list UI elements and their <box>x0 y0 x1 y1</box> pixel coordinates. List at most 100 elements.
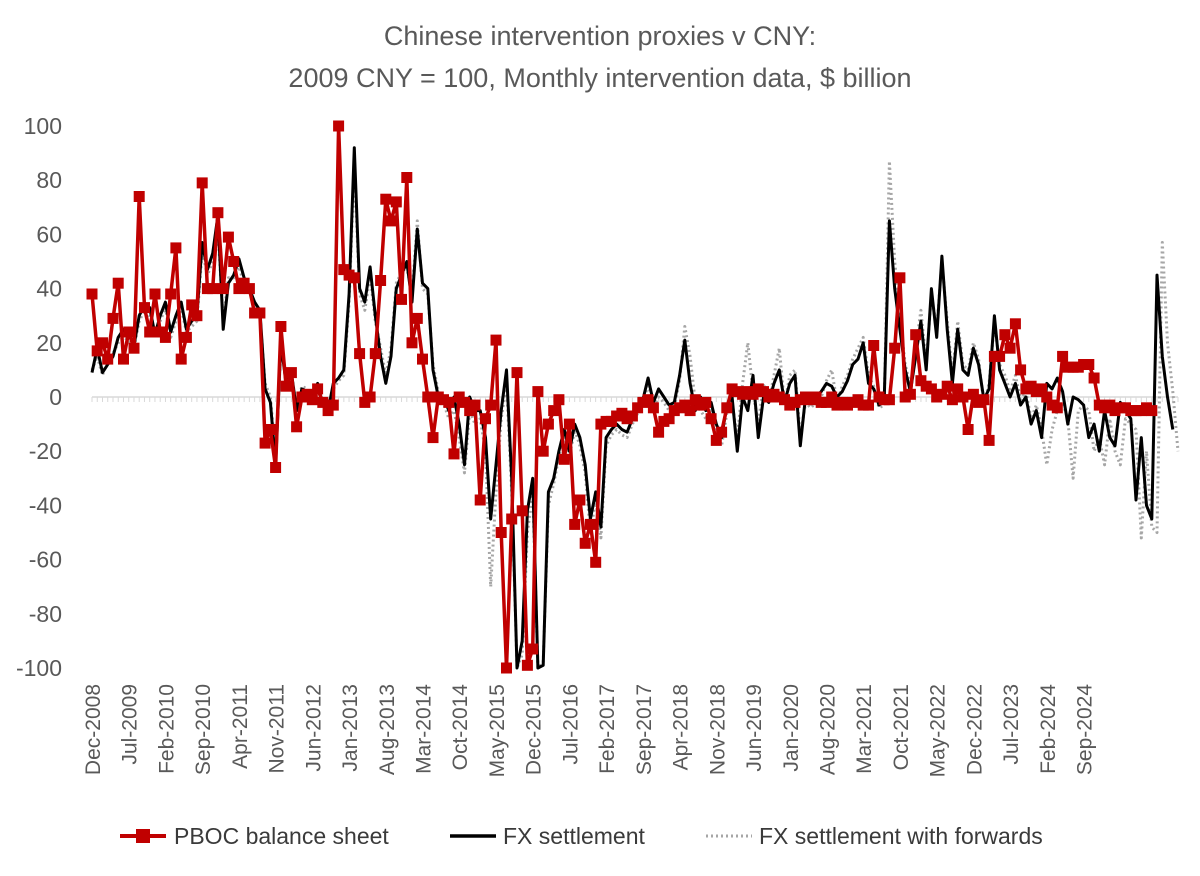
pboc-point <box>102 353 114 365</box>
pboc-point <box>406 337 418 349</box>
pboc-point <box>983 434 995 446</box>
pboc-point <box>327 399 339 411</box>
pboc-point <box>222 231 234 243</box>
pboc-point <box>86 288 98 300</box>
pboc-point <box>574 494 586 506</box>
pboc-point <box>642 394 654 406</box>
x-tick-label: Jan-2013 <box>339 684 362 772</box>
pboc-point <box>207 283 219 295</box>
legend: PBOC balance sheet FX settlement FX sett… <box>120 823 1043 849</box>
pboc-point <box>254 307 266 319</box>
pboc-point <box>957 391 969 403</box>
x-tick-label: Nov-2018 <box>706 684 729 775</box>
pboc-point <box>348 272 360 284</box>
pboc-point <box>364 391 376 403</box>
pboc-point <box>716 426 728 438</box>
legend-item-fx-settlement[interactable]: FX settlement <box>450 823 645 849</box>
chart-subtitle: 2009 CNY = 100, Monthly intervention dat… <box>288 63 911 93</box>
pboc-point <box>180 331 192 343</box>
pboc-point <box>952 383 964 395</box>
pboc-point <box>291 421 303 433</box>
y-axis: 100 80 60 40 20 0 -20 -40 -60 -80 -100 <box>16 113 62 681</box>
y-tick-label: 100 <box>24 113 62 139</box>
y-tick-label: -60 <box>29 547 62 573</box>
pboc-point <box>626 410 638 422</box>
pboc-point <box>212 207 224 219</box>
pboc-point <box>1009 318 1021 330</box>
x-tick-label: Aug-2020 <box>816 684 839 775</box>
legend-label-pboc: PBOC balance sheet <box>174 823 389 849</box>
pboc-point <box>663 413 675 425</box>
legend-item-pboc[interactable]: PBOC balance sheet <box>120 823 389 849</box>
x-tick-label: Apr-2011 <box>229 684 252 769</box>
pboc-point <box>317 396 329 408</box>
pboc-point <box>684 405 696 417</box>
x-tick-label: Feb-2024 <box>1037 684 1060 774</box>
x-tick-label: Mar-2014 <box>413 684 436 774</box>
pboc-point <box>469 399 481 411</box>
pboc-point <box>516 505 528 517</box>
x-tick-label: Dec-2008 <box>82 684 105 775</box>
y-tick-label: 80 <box>36 167 62 193</box>
pboc-point <box>553 394 565 406</box>
pboc-point <box>501 662 512 674</box>
x-axis: Dec-2008 Jul-2009 Feb-2010 Sep-2010 Apr-2011… <box>82 396 1179 777</box>
pboc-point <box>259 437 271 449</box>
y-tick-label: -20 <box>29 438 62 464</box>
x-tick-label: Nov-2011 <box>266 684 289 774</box>
pboc-point <box>196 177 208 189</box>
pboc-point <box>700 396 712 408</box>
pboc-point <box>889 342 901 354</box>
pboc-point <box>411 312 423 324</box>
pboc-point <box>994 350 1006 362</box>
pboc-point <box>448 448 460 460</box>
pboc-point <box>390 196 402 208</box>
legend-label-fx-settlement: FX settlement <box>503 823 645 849</box>
pboc-point <box>925 383 937 395</box>
pboc-point <box>422 391 434 403</box>
pboc-point <box>369 348 381 360</box>
pboc-point <box>506 513 518 525</box>
pboc-point <box>385 215 397 227</box>
x-tick-label: Dec-2022 <box>963 684 986 775</box>
pboc-point <box>459 396 470 408</box>
pboc-point <box>149 288 161 300</box>
pboc-point <box>375 275 387 286</box>
pboc-point <box>868 340 880 351</box>
pboc-point <box>548 405 560 417</box>
pboc-point <box>910 329 922 341</box>
legend-item-fx-forwards[interactable]: FX settlement with forwards <box>706 823 1043 849</box>
pboc-point <box>285 367 297 379</box>
pboc-point <box>883 394 895 406</box>
x-tick-label: Oct-2014 <box>449 684 472 771</box>
pboc-point <box>186 299 198 311</box>
pboc-point <box>128 342 140 354</box>
x-tick-label: Jun-2019 <box>743 684 766 772</box>
pboc-point <box>133 191 145 202</box>
y-tick-label: -40 <box>29 492 62 518</box>
pboc-point <box>490 334 502 346</box>
x-tick-label: Oct-2021 <box>890 684 913 770</box>
pboc-point <box>863 399 874 411</box>
x-tick-label: Sep-2017 <box>633 684 656 775</box>
pboc-point <box>474 494 486 506</box>
pboc-point <box>647 402 659 414</box>
x-tick-label: Jan-2020 <box>780 684 803 772</box>
pboc-point <box>123 326 135 338</box>
pboc-point <box>826 391 838 403</box>
series-layer <box>86 120 1180 674</box>
pboc-point <box>495 527 507 538</box>
pboc-point <box>999 329 1011 341</box>
pboc-point <box>354 348 366 360</box>
pboc-point <box>590 556 602 568</box>
pboc-point <box>542 418 554 430</box>
pboc-point <box>527 643 539 655</box>
pboc-point <box>705 413 717 425</box>
pboc-point <box>721 402 733 414</box>
pboc-point <box>443 396 455 408</box>
pboc-point <box>653 426 665 438</box>
x-tick-label: Mar-2021 <box>853 684 876 774</box>
pboc-point <box>243 283 255 295</box>
legend-label-fx-forwards: FX settlement with forwards <box>759 823 1043 849</box>
pboc-point <box>1004 342 1016 354</box>
